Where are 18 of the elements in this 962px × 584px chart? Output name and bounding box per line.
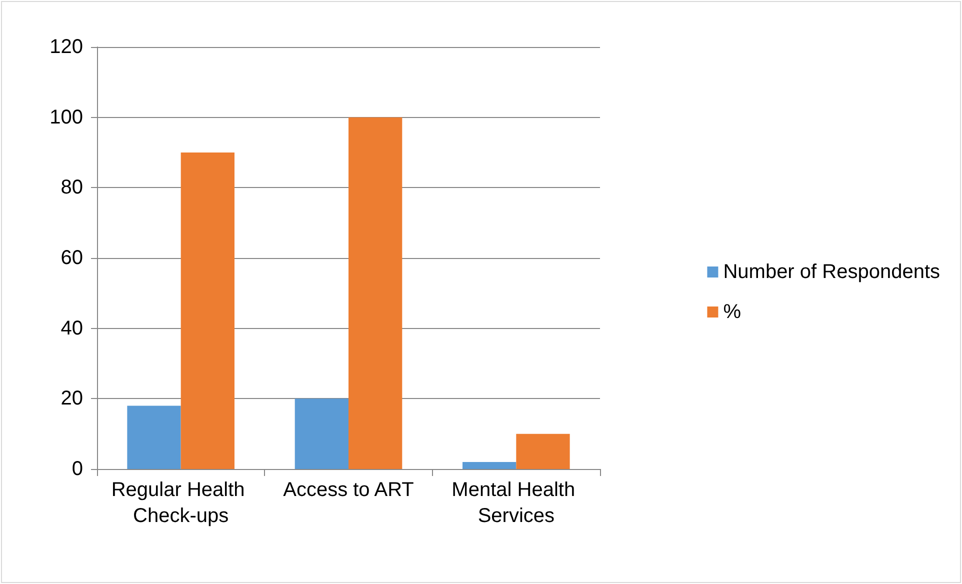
y-tick-label: 120 xyxy=(50,36,83,58)
y-tick-label: 60 xyxy=(60,247,83,269)
bar xyxy=(127,406,181,469)
bar xyxy=(516,434,570,469)
y-tick-label: 20 xyxy=(60,388,83,410)
y-tick-label: 0 xyxy=(72,458,83,480)
y-tick-label: 80 xyxy=(60,176,83,199)
legend-label: % xyxy=(723,301,742,323)
x-tick-label: Regular Health Check-ups xyxy=(111,479,250,527)
x-tick-label: Mental Health Services xyxy=(452,479,581,527)
x-tick-label: Access to ART xyxy=(283,479,414,501)
y-tick-label: 40 xyxy=(60,317,83,340)
legend-label: Number of Respondents xyxy=(723,261,940,283)
bar xyxy=(462,462,516,469)
bar xyxy=(348,117,402,469)
y-tick-label: 100 xyxy=(50,106,83,128)
bar xyxy=(294,398,348,469)
bar xyxy=(180,152,234,469)
